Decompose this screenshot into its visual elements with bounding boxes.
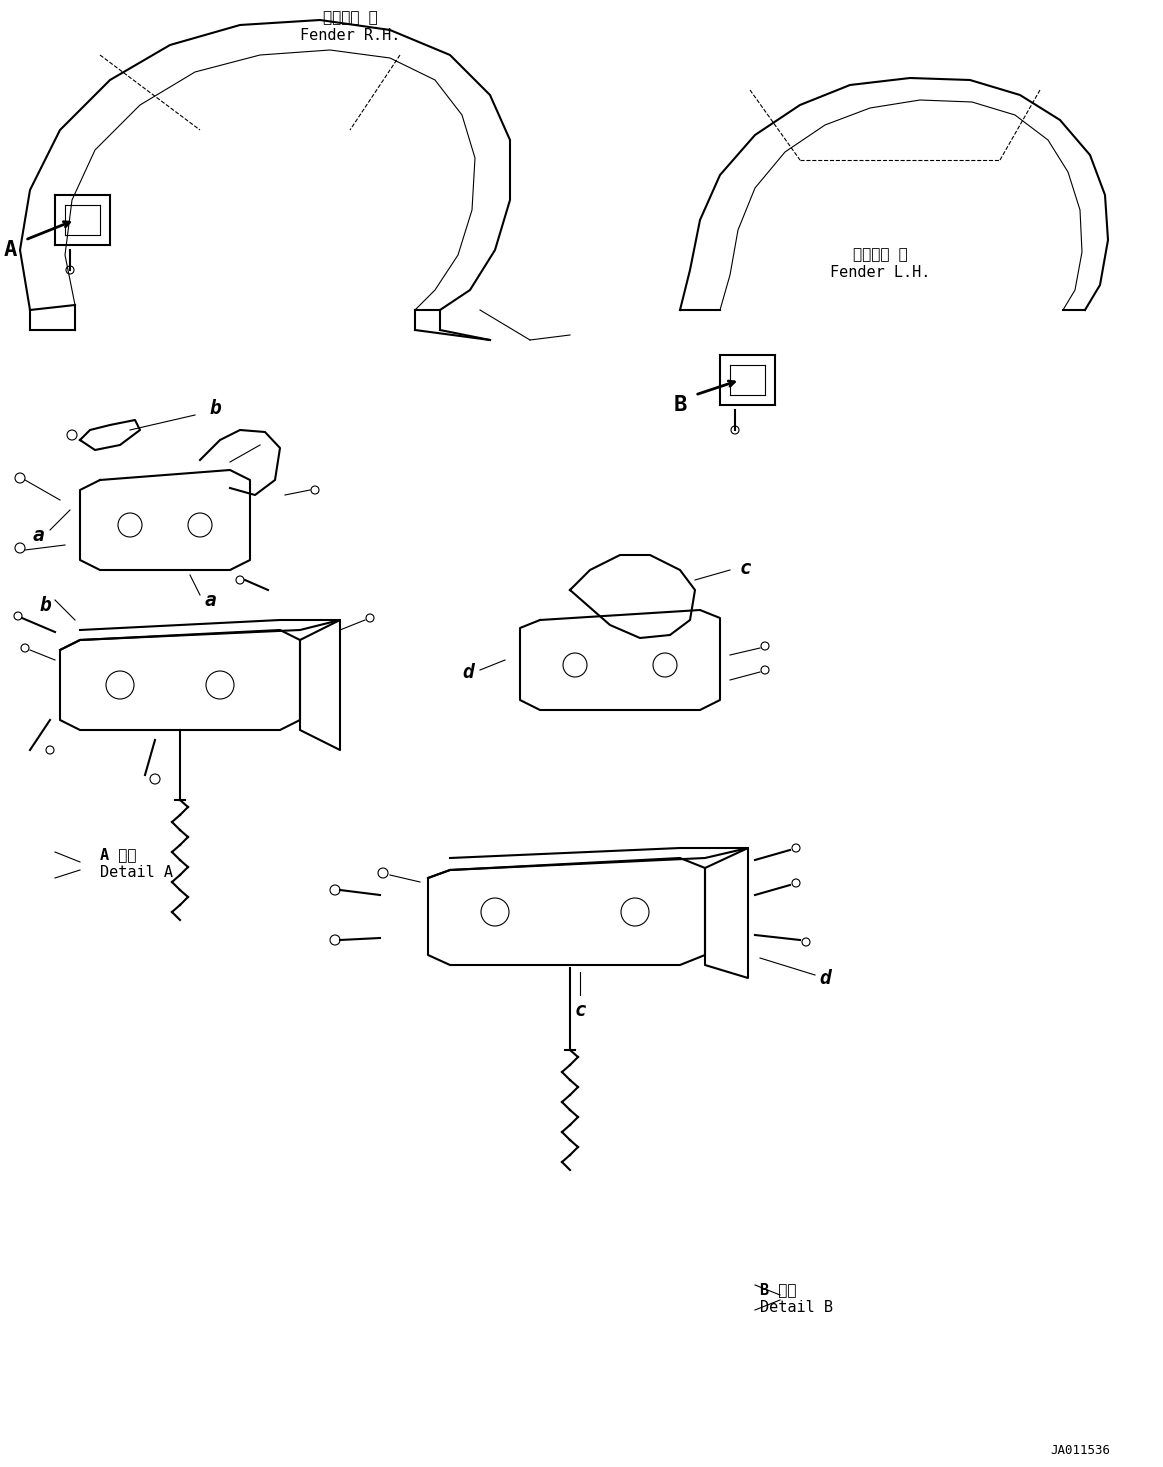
Text: a: a: [33, 525, 44, 544]
Text: d: d: [462, 663, 473, 682]
Text: c: c: [740, 559, 751, 578]
Text: A 詳細: A 詳細: [100, 848, 136, 863]
Text: B 詳細: B 詳細: [759, 1282, 797, 1297]
Text: Fender R.H.: Fender R.H.: [300, 28, 400, 43]
Text: B: B: [673, 395, 686, 415]
Text: フェンダ 右: フェンダ 右: [322, 10, 377, 25]
Text: フェンダ 左: フェンダ 左: [852, 248, 907, 263]
Text: b: b: [40, 596, 51, 615]
Text: d: d: [819, 968, 830, 987]
Text: JA011536: JA011536: [1050, 1444, 1110, 1457]
Text: b: b: [209, 399, 221, 418]
Text: Fender L.H.: Fender L.H.: [830, 264, 930, 280]
Text: Detail A: Detail A: [100, 864, 173, 880]
Text: c: c: [575, 1000, 586, 1020]
Text: a: a: [205, 591, 216, 609]
Text: A: A: [3, 241, 16, 260]
Text: Detail B: Detail B: [759, 1300, 833, 1314]
